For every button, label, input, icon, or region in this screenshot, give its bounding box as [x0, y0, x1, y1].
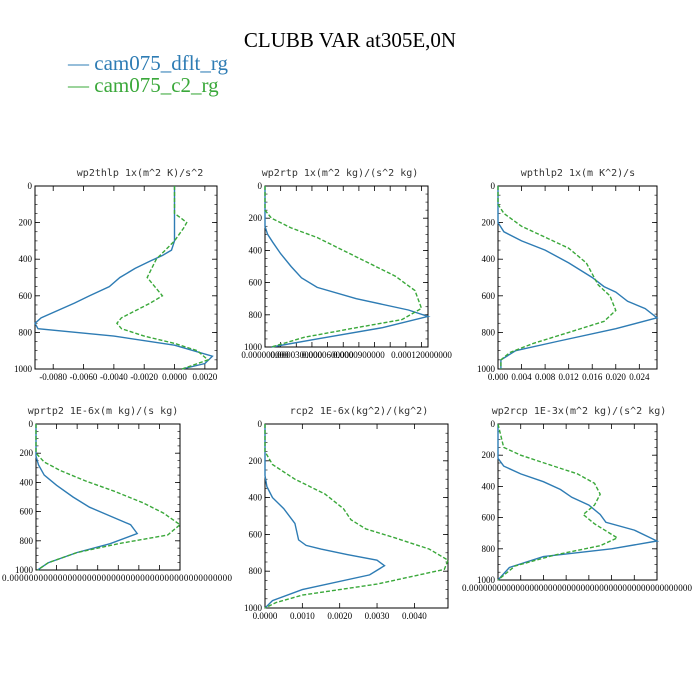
x-tick-label: -0.0040: [100, 372, 128, 382]
y-tick-label: 600: [249, 278, 263, 288]
y-tick-label: 0: [258, 181, 263, 191]
y-tick-label: 800: [482, 327, 496, 337]
y-tick-label: 400: [482, 481, 496, 491]
y-tick-label: 400: [249, 493, 263, 503]
x-tick-label: 0.000120000000: [391, 350, 452, 360]
y-tick-label: 200: [249, 456, 263, 466]
x-tick-label: 0.008: [535, 372, 556, 382]
x-tick-label: -0.0020: [130, 372, 158, 382]
x-tick-label: 0.0010: [290, 611, 315, 621]
y-tick-label: 1000: [477, 575, 496, 585]
y-tick-label: 800: [249, 310, 263, 320]
y-tick-label: 1000: [14, 364, 33, 374]
y-tick-label: 0: [491, 181, 496, 191]
y-tick-label: 800: [20, 536, 34, 546]
y-tick-label: 0: [29, 419, 34, 429]
plot-title: wprtp2 1E-6x(m kg)/(s kg): [28, 406, 179, 417]
series-line-c2: [115, 186, 210, 370]
plot-title: wp2rcp 1E-3x(m^2 kg)/(s^2 kg): [492, 406, 667, 417]
plot-title: wpthlp2 1x(m K^2)/s: [521, 168, 635, 179]
y-tick-label: 600: [20, 507, 34, 517]
x-tick-label: 0.0000: [253, 611, 278, 621]
plot-frame: [497, 423, 658, 581]
legend-entry-dflt: — cam075_dflt_rg: [68, 51, 229, 75]
y-tick-label: 600: [482, 291, 496, 301]
x-tick-label: 0.0020: [192, 372, 217, 382]
x-tick-label: 0.00000000000000000000000000000000000000…: [2, 573, 233, 583]
series-line-dflt: [497, 186, 659, 369]
plot-frame: [497, 185, 658, 370]
page-title: CLUBB VAR at305E,0N: [243, 28, 457, 52]
series-line-dflt: [497, 424, 660, 581]
x-tick-label: 0.000000000: [241, 350, 289, 360]
x-tick-label: 0.020: [606, 372, 627, 382]
y-tick-label: 800: [482, 544, 496, 554]
x-tick-label: 0.0030: [365, 611, 390, 621]
x-tick-label: 0.0000900000: [333, 350, 385, 360]
y-tick-label: 800: [249, 566, 263, 576]
x-tick-label: 0.0000: [162, 372, 187, 382]
plot-title: rcp2 1E-6x(kg^2)/(kg^2): [290, 406, 428, 417]
y-tick-label: 200: [482, 450, 496, 460]
y-tick-label: 1000: [244, 342, 263, 352]
y-tick-label: 200: [19, 218, 33, 228]
x-tick-label: 0.0000300000: [270, 350, 322, 360]
series-line-dflt: [264, 186, 431, 348]
y-tick-label: 200: [20, 448, 34, 458]
y-tick-label: 600: [482, 513, 496, 523]
plot-title: wp2thlp 1x(m^2 K)/s^2: [77, 168, 203, 179]
y-tick-label: 400: [20, 477, 34, 487]
plot-frame: [35, 423, 181, 571]
x-tick-label: 0.024: [629, 372, 650, 382]
x-tick-label: 0.0020: [327, 611, 352, 621]
plot-frame: [264, 423, 449, 609]
y-tick-label: 1000: [15, 565, 34, 575]
x-tick-label: 0.0040: [402, 611, 427, 621]
y-tick-label: 1000: [477, 364, 496, 374]
y-tick-label: 200: [482, 218, 496, 228]
x-tick-label: -0.0060: [70, 372, 98, 382]
y-tick-label: 600: [19, 291, 33, 301]
series-line-dflt: [35, 424, 139, 571]
series-line-c2: [264, 186, 423, 348]
y-tick-label: 400: [19, 254, 33, 264]
y-tick-label: 200: [249, 213, 263, 223]
series-line-c2: [35, 424, 182, 571]
x-tick-label: 0.00000000000000000000000000000000000000…: [462, 583, 693, 593]
y-tick-label: 400: [249, 245, 263, 255]
series-line-c2: [497, 186, 617, 369]
series-line-dflt: [264, 424, 386, 609]
y-tick-label: 400: [482, 254, 496, 264]
plot-frame: [34, 185, 218, 370]
series-line-c2: [497, 423, 619, 581]
x-tick-label: 0.012: [559, 372, 579, 382]
x-tick-label: -0.0080: [39, 372, 67, 382]
y-tick-label: 0: [491, 419, 496, 429]
plot-title: wp2rtp 1x(m^2 kg)/(s^2 kg): [262, 168, 419, 179]
legend-entry-c2: — cam075_c2_rg: [68, 73, 219, 97]
x-tick-label: 0.0000600000: [302, 350, 354, 360]
x-tick-label: 0.000: [488, 372, 509, 382]
y-tick-label: 0: [28, 181, 33, 191]
y-tick-label: 1000: [244, 603, 263, 613]
x-tick-label: 0.016: [582, 372, 603, 382]
x-tick-label: 0.004: [511, 372, 532, 382]
y-tick-label: 600: [249, 529, 263, 539]
y-tick-label: 0: [258, 419, 263, 429]
series-line-c2: [264, 424, 449, 609]
series-line-dflt: [34, 186, 214, 370]
y-tick-label: 800: [19, 327, 33, 337]
